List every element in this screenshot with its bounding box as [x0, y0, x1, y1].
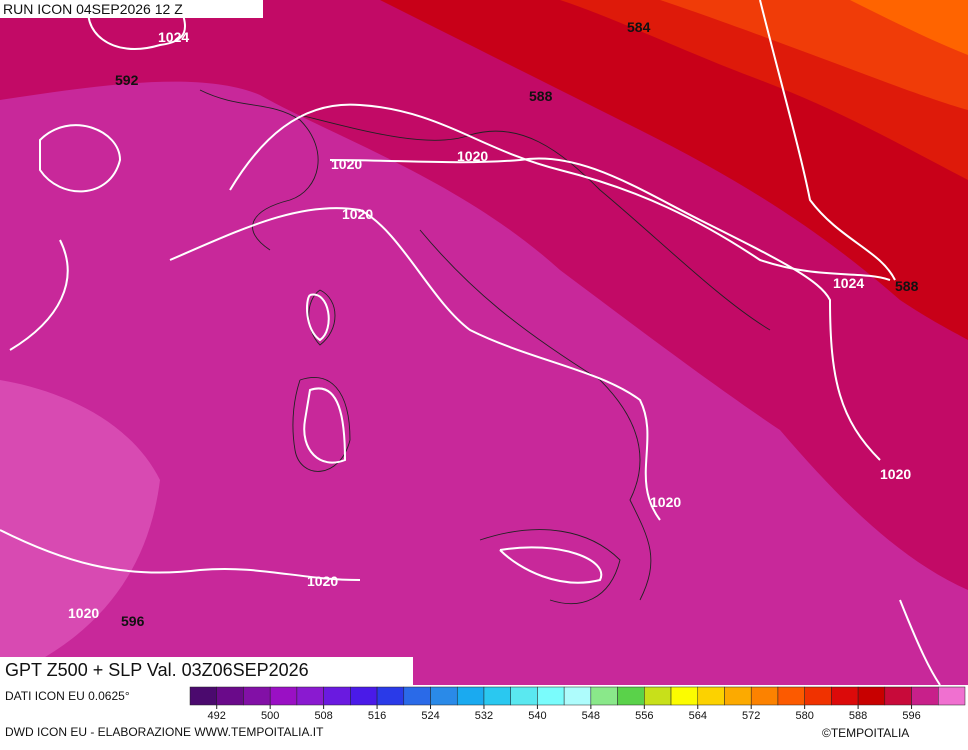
colorbar-swatch: [323, 686, 351, 706]
isobar-label: 588: [529, 88, 553, 104]
colorbar-swatch: [563, 686, 592, 706]
colorbar-swatch: [590, 686, 618, 706]
colorbar-tick-label: 492: [208, 710, 226, 722]
colorbar-tick-label: 516: [368, 710, 386, 722]
colorbar-tick-label: 508: [314, 710, 332, 722]
colorbar-swatch: [456, 686, 485, 706]
colorbar-tick-label: 532: [475, 710, 493, 722]
isobar-label: 592: [115, 72, 139, 88]
colorbar-swatch: [724, 686, 752, 706]
colorbar-swatch: [697, 686, 725, 706]
isobar: [39, 124, 122, 193]
colorbar-tick-label: 572: [742, 710, 760, 722]
colorbar-swatch: [350, 686, 378, 706]
colorbar-tick-label: 540: [528, 710, 546, 722]
colorbar-swatch: [189, 686, 217, 706]
isobar-label: 1020: [331, 156, 362, 172]
isobar-label: 584: [627, 19, 651, 35]
region-580: [660, 0, 968, 110]
isobar: [169, 207, 661, 521]
isobar-label: 1024: [158, 29, 189, 45]
colorbar-swatch: [296, 686, 324, 706]
colorbar-swatch: [857, 686, 886, 706]
isobar-label: 1024: [833, 275, 864, 291]
colorbar-swatch: [804, 686, 832, 706]
colorbar-swatch: [510, 686, 538, 706]
source-label: DATI ICON EU 0.0625°: [5, 689, 130, 703]
isobar-label: 596: [121, 613, 145, 629]
colorbar-swatch: [777, 686, 805, 706]
isobar: [759, 0, 941, 686]
isobar-label: 588: [895, 278, 919, 294]
colorbar-swatch: [831, 686, 859, 706]
colorbar-swatch: [750, 686, 779, 706]
isobar-label: 1020: [650, 494, 681, 510]
colorbar-swatch: [617, 686, 645, 706]
colorbar-swatch: [216, 686, 244, 706]
coastline: [199, 89, 771, 604]
colorbar-swatch: [243, 686, 271, 706]
colorbar-swatch: [483, 686, 511, 706]
colorbar-tick-label: 564: [689, 710, 707, 722]
colorbar: 492 500 508 516 524 532 540 548 556 564 572 580 588 5…: [189, 686, 966, 722]
colorbar-swatch: [911, 686, 939, 706]
map-title: GPT Z500 + SLP Val. 03Z06SEP2026: [5, 660, 309, 680]
isobar-label: 1020: [68, 605, 99, 621]
region-576: [850, 0, 968, 55]
isobar-label: 1020: [307, 573, 338, 589]
colorbar-tick-label: 524: [421, 710, 439, 722]
colorbar-swatch: [884, 686, 912, 706]
credits-label: DWD ICON EU - ELABORAZIONE WWW.TEMPOITAL…: [5, 725, 324, 739]
isobar-label: 1020: [342, 206, 373, 222]
map: 1024 592 584 588 1020 1020 1020 1020 1024 588 1020…: [0, 0, 968, 686]
colorbar-swatch: [644, 686, 672, 706]
colorbar-swatch: [938, 686, 966, 706]
colorbar-tick-label: 580: [795, 710, 813, 722]
colorbar-swatch: [430, 686, 458, 706]
isobar-label: 1020: [880, 466, 911, 482]
isobar: [0, 293, 603, 584]
isobar: [329, 157, 881, 461]
title-box: [0, 657, 413, 685]
colorbar-swatch: [269, 686, 298, 706]
colorbar-swatch: [670, 686, 699, 706]
region-600: [0, 380, 160, 665]
copyright-label: ©TEMPOITALIA: [822, 726, 909, 740]
colorbar-tick-label: 556: [635, 710, 653, 722]
colorbar-swatch: [537, 686, 565, 706]
colorbar-tick-label: 588: [849, 710, 867, 722]
header-box: [0, 0, 263, 18]
isobar-label: 1020: [457, 148, 488, 164]
run-label: RUN ICON 04SEP2026 12 Z: [3, 1, 183, 17]
colorbar-swatch: [376, 686, 405, 706]
isobar-labels: 1024 592 584 588 1020 1020 1020 1020 1024 588 1020…: [68, 19, 919, 629]
colorbar-tick-label: 500: [261, 710, 279, 722]
colorbar-swatch: [403, 686, 431, 706]
colorbar-tick-label: 548: [582, 710, 600, 722]
colorbar-tick-label: 596: [902, 710, 920, 722]
